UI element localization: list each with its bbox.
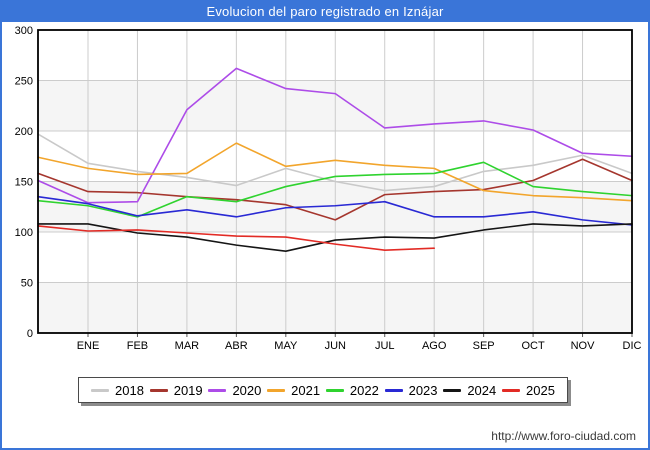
series-line-2021: [37, 142, 633, 202]
footer-url: http://www.foro-ciudad.com: [491, 429, 636, 443]
legend-label: 2023: [408, 382, 438, 398]
x-tick-label: MAY: [274, 340, 298, 352]
x-tick-label: AGO: [422, 340, 447, 352]
x-tick-label: DIC: [623, 340, 642, 352]
x-tick-label: OCT: [521, 340, 545, 352]
y-tick-label: 50: [21, 278, 33, 290]
series-line-2025: [37, 225, 435, 251]
x-tick-label: ABR: [225, 340, 248, 352]
series-line-2020: [37, 67, 633, 204]
legend-item-2019: 2019: [149, 382, 203, 398]
y-tick-label: 300: [15, 25, 33, 37]
legend-item-2023: 2023: [384, 382, 438, 398]
x-tick-label: MAR: [175, 340, 200, 352]
y-tick-label: 100: [15, 227, 33, 239]
legend: 2018 2019 2020 2021 2022 2023 2024 2025: [78, 377, 568, 403]
plot-border: [37, 29, 633, 334]
legend-swatch: [208, 388, 227, 392]
series-line-2023: [37, 195, 633, 226]
legend-label: 2018: [115, 382, 144, 398]
legend-item-2018: 2018: [91, 383, 144, 398]
x-tick-label: FEB: [127, 340, 148, 352]
series-line-2019: [37, 158, 633, 221]
legend-swatch: [325, 388, 344, 392]
legend-item-2020: 2020: [208, 383, 261, 398]
series-line-2018: [37, 133, 633, 192]
chart-title: Evolucion del paro registrado en Iznájar: [206, 3, 444, 19]
series-line-2022: [37, 161, 633, 218]
x-tick-label: NOV: [571, 340, 596, 352]
x-tick-label: ENE: [77, 340, 100, 352]
legend-swatch: [443, 388, 462, 392]
legend-swatch: [384, 388, 403, 392]
legend-item-2021: 2021: [267, 383, 320, 398]
y-tick-label: 0: [27, 328, 33, 340]
legend-label: 2021: [291, 382, 321, 398]
legend-item-2024: 2024: [443, 383, 496, 398]
legend-item-2022: 2022: [325, 382, 379, 398]
legend-label: 2019: [173, 382, 203, 398]
title-bar: Evolucion del paro registrado en Iznájar: [0, 0, 650, 22]
x-tick-label: JUN: [325, 340, 346, 352]
legend-label: 2025: [526, 382, 555, 398]
y-tick-label: 200: [15, 126, 33, 138]
legend-label: 2022: [349, 382, 379, 398]
series-line-2024: [37, 223, 633, 252]
legend-label: 2024: [467, 382, 497, 398]
y-tick-label: 150: [15, 177, 33, 189]
legend-swatch: [149, 388, 168, 392]
legend-swatch: [502, 388, 521, 392]
legend-swatch: [267, 388, 286, 392]
legend-label: 2020: [232, 382, 262, 398]
legend-item-2025: 2025: [502, 383, 555, 398]
x-tick-label: JUL: [375, 340, 395, 352]
y-tick-label: 250: [15, 76, 33, 88]
x-tick-label: SEP: [473, 340, 495, 352]
legend-swatch: [91, 388, 109, 392]
